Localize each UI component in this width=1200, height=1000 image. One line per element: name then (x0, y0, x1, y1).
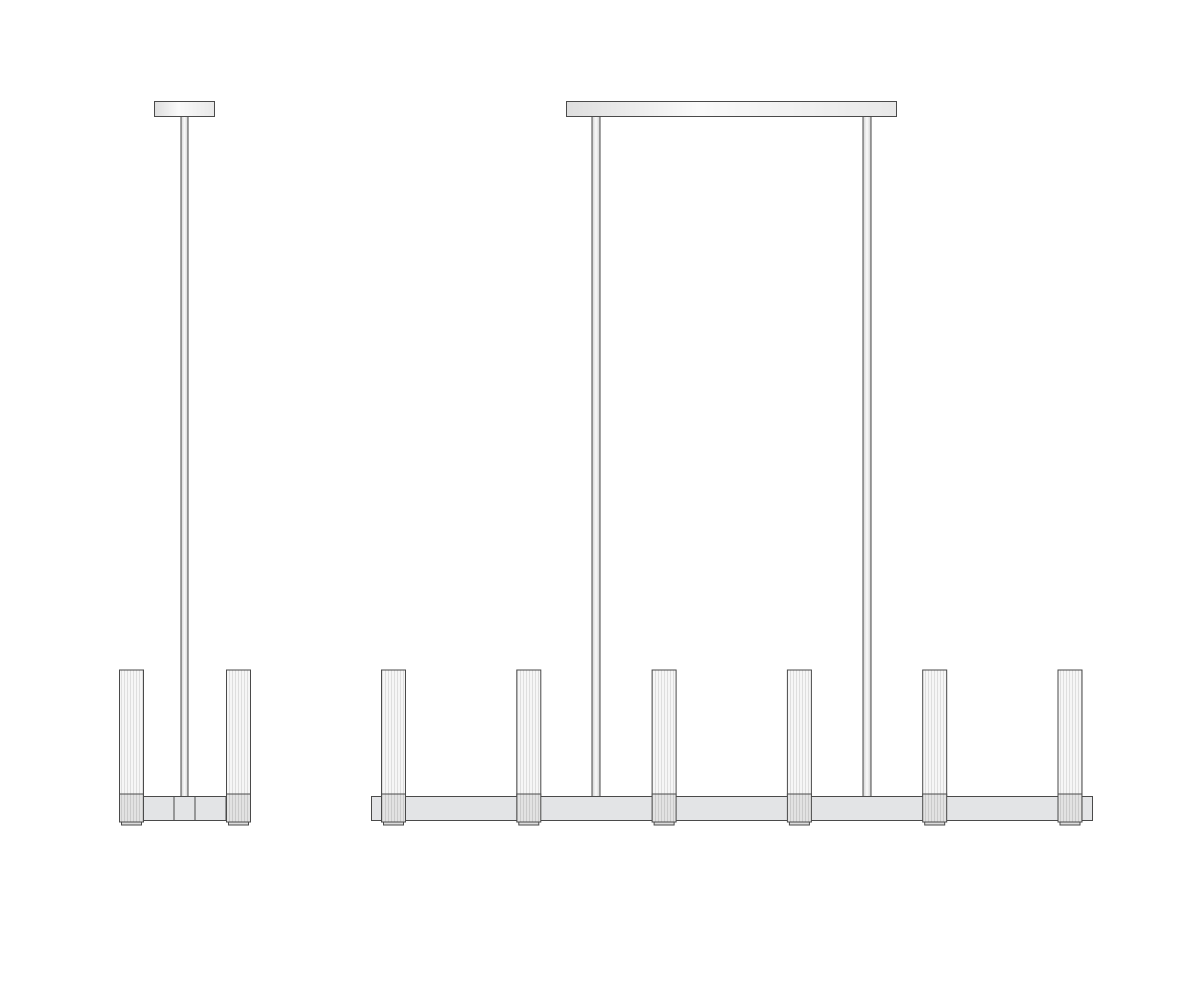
light-tube (786, 669, 812, 797)
light-tube (516, 669, 542, 797)
tube-cap (121, 821, 142, 826)
light-collar (119, 793, 144, 823)
light-tube (651, 669, 677, 797)
tube-cap (788, 821, 810, 826)
tube-cap (383, 821, 404, 826)
tube-cap (228, 821, 249, 826)
light-collar (786, 793, 812, 823)
suspension-rod (591, 116, 601, 797)
light-collar (516, 793, 542, 823)
canopy (154, 101, 215, 117)
side-view (119, 101, 251, 826)
light-tube (922, 669, 948, 797)
light-tube (1057, 669, 1083, 797)
light-collar (922, 793, 948, 823)
suspension-rod (862, 116, 872, 797)
linear-bar (371, 796, 1093, 821)
light-collar (1057, 793, 1083, 823)
canopy (566, 101, 897, 117)
light-collar (651, 793, 677, 823)
suspension-rod (180, 116, 189, 797)
light-collar (381, 793, 406, 823)
front-view (371, 101, 1093, 826)
tube-cap (924, 821, 946, 826)
light-tube (226, 669, 251, 797)
light-tube (119, 669, 144, 797)
light-tube (381, 669, 406, 797)
light-collar (226, 793, 251, 823)
tube-cap (653, 821, 675, 826)
rod-hub (173, 796, 196, 821)
tube-cap (1059, 821, 1081, 826)
tube-cap (518, 821, 540, 826)
